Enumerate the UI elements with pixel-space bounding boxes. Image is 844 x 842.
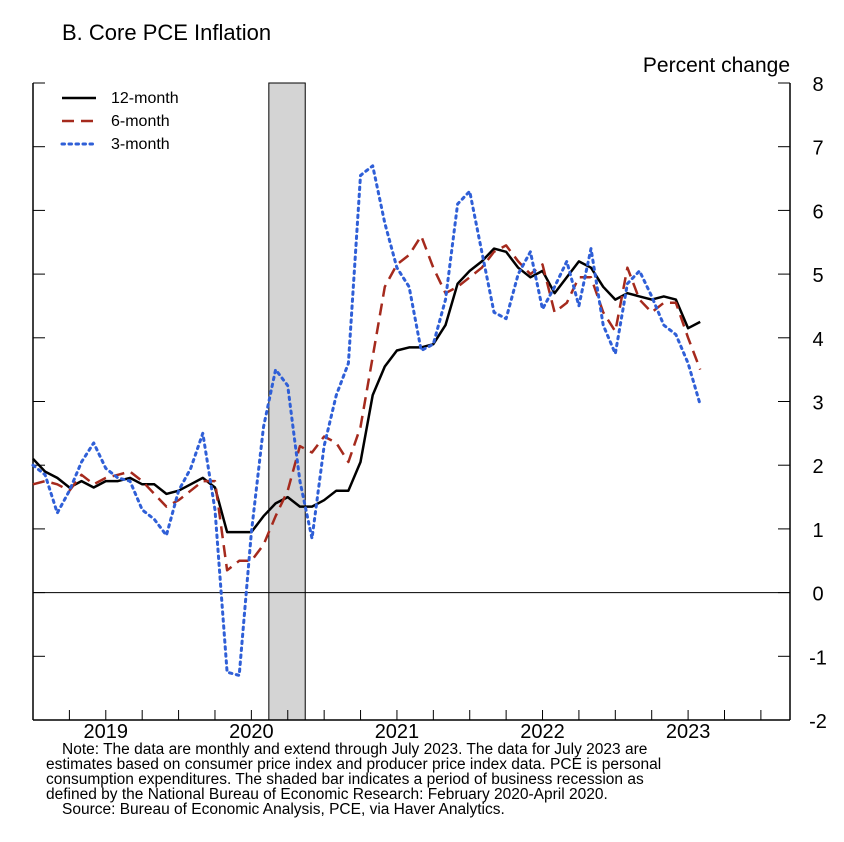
y-axis-unit-label: Percent change [642, 54, 790, 77]
axis-layer: 8 7 6 5 4 3 2 1 0 -1 -2 2019 2020 2021 2022 2023 [32, 74, 827, 740]
series-layer [31, 164, 702, 677]
series-line-6-month [32, 234, 702, 572]
y-tick-label: 3 [812, 393, 823, 415]
legend-label: 3-month [111, 136, 170, 153]
chart-note: Note: The data are monthly and extend th… [46, 741, 786, 818]
x-tick-label: 2023 [666, 721, 711, 740]
legend-label: 6-month [111, 113, 170, 130]
series-line-3-month [31, 164, 702, 677]
y-tick-label: 7 [812, 138, 823, 160]
x-tick-label: 2019 [84, 721, 129, 740]
series-line-12-month [32, 247, 701, 534]
x-tick-label: 2020 [229, 721, 274, 740]
core-pce-chart: 8 7 6 5 4 3 2 1 0 -1 -2 2019 2020 2021 2022 2023 12-mon… [31, 74, 827, 740]
y-tick-label: 8 [812, 74, 823, 96]
legend: 12-month 6-month 3-month [60, 90, 179, 153]
y-tick-label: -2 [809, 711, 827, 733]
note-line-1: Note: The data are monthly and extend th… [62, 741, 648, 758]
recession-bar [268, 82, 306, 721]
source-line: Source: Bureau of Economic Analysis, PCE… [62, 801, 505, 818]
x-tick-label: 2021 [375, 721, 420, 740]
y-tick-label: 2 [812, 456, 823, 478]
y-tick-label: 1 [812, 520, 823, 542]
legend-label: 12-month [111, 90, 179, 107]
note-line-3: consumption expenditures. The shaded bar… [46, 771, 644, 788]
x-tick-label: 2022 [520, 721, 565, 740]
y-tick-label: -1 [809, 647, 827, 669]
note-line-4: defined by the National Bureau of Econom… [46, 786, 608, 803]
y-tick-label: 0 [812, 584, 823, 606]
recession-layer [268, 82, 306, 721]
y-tick-label: 5 [812, 265, 823, 287]
y-tick-label: 6 [812, 201, 823, 223]
y-tick-label: 4 [812, 329, 823, 351]
chart-title: B. Core PCE Inflation [62, 20, 272, 45]
note-line-2: estimates based on consumer price index … [46, 756, 662, 773]
